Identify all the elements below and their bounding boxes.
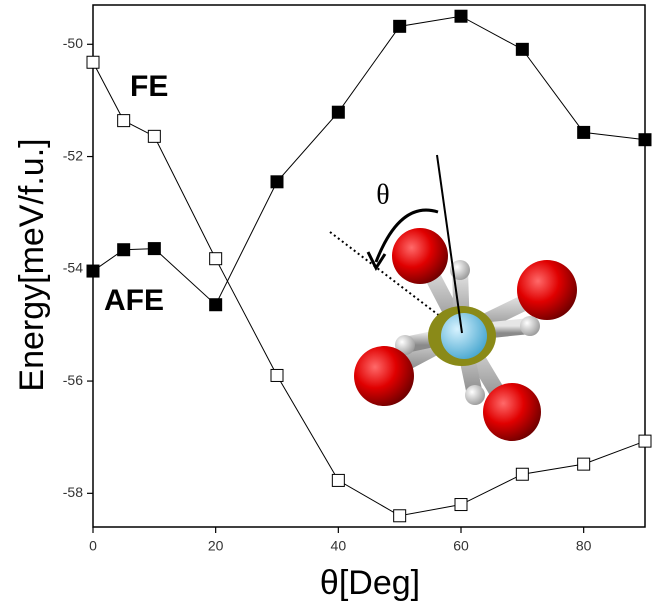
data-point [87,56,99,68]
data-point [271,176,283,188]
data-point [455,499,467,511]
data-point [148,243,160,255]
data-point [332,474,344,486]
data-point [639,134,651,146]
y-axis-title: Energy[meV/f.u.] [13,138,51,391]
data-point [455,10,467,22]
data-point [578,458,590,470]
data-point [148,130,160,142]
chart: θ θ[Deg] Energy[meV/f.u.] FE AFE -50 -52 -… [0,0,652,608]
x-tick-label: 40 [331,538,347,554]
series-label: FE [130,70,168,103]
data-point [394,510,406,522]
molecule-inset [330,155,577,441]
y-tick-label: -54 [63,260,83,276]
series-label: AFE [104,284,164,317]
y-tick-label: -50 [63,35,83,51]
data-point [639,435,651,447]
data-point [87,265,99,277]
data-point [210,299,222,311]
theta-annotation: θ [376,179,389,210]
y-tick-label: -56 [63,372,83,388]
data-point [516,43,528,55]
data-point [516,468,528,480]
x-tick-label: 60 [453,538,469,554]
data-point [118,115,130,127]
y-tick-label: -52 [63,147,83,163]
x-axis-title: θ[Deg] [320,564,420,602]
data-point [578,126,590,138]
x-tick-label: 80 [576,538,592,554]
series-line [93,16,645,305]
data-point [271,369,283,381]
data-point [210,253,222,265]
x-tick-label: 20 [208,538,224,554]
data-point [118,244,130,256]
x-tick-label: 0 [89,538,97,554]
data-point [332,106,344,118]
y-tick-label: -58 [63,484,83,500]
data-point [394,20,406,32]
